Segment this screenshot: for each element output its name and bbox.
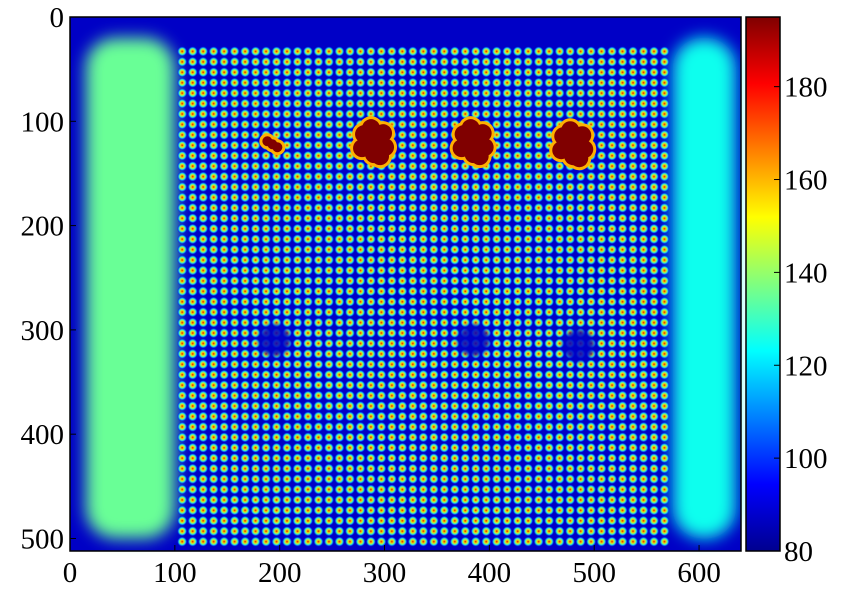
hotspot-4-core-8: [570, 149, 589, 168]
colorbar-tick-label-100: 100: [784, 443, 828, 475]
hotspot-2-core-8: [371, 147, 390, 166]
x-tick-label-100: 100: [153, 557, 197, 589]
darkspot-3: [562, 329, 595, 362]
dot-grid-region: [176, 46, 670, 547]
hotspot-4: [549, 118, 597, 171]
y-tick-label-500: 500: [21, 523, 65, 555]
y-tick-label-0: 0: [50, 2, 65, 34]
plot-frame: [69, 16, 742, 552]
hotspot-3-core-8: [470, 147, 489, 166]
x-tick-label-500: 500: [572, 557, 616, 589]
colorbar-tick-label-80: 80: [784, 536, 813, 568]
hotspot-1: [259, 133, 286, 156]
y-tick-label-400: 400: [21, 419, 65, 451]
colorbar-tick-label-180: 180: [784, 72, 828, 104]
hotspot-1-core-3: [272, 142, 283, 153]
x-tick-label-300: 300: [363, 557, 407, 589]
colorbar: 80 100 120 140 160 180: [745, 16, 828, 568]
y-tick-label-100: 100: [21, 106, 65, 138]
hotspot-1-core-2: [262, 136, 273, 147]
y-tick-label-200: 200: [21, 211, 65, 243]
left-band-region: [85, 37, 175, 539]
darkspot-1: [258, 324, 291, 357]
colorbar-bar: [745, 16, 781, 552]
plot-area: [69, 16, 742, 552]
x-axis: 0 100 200 300 400 500 600: [63, 545, 721, 589]
y-axis: 0 100 200 300 400 500: [21, 2, 76, 555]
colorbar-tick-label-140: 140: [784, 257, 828, 289]
x-tick-label-600: 600: [677, 557, 721, 589]
right-band-region: [672, 37, 736, 539]
darkspot-2: [457, 324, 490, 357]
x-tick-label-400: 400: [468, 557, 512, 589]
colorbar-tick-label-120: 120: [784, 350, 828, 382]
hotspot-3: [449, 116, 497, 169]
hotspot-2-core-7: [362, 119, 381, 138]
colorbar-tick-label-160: 160: [784, 165, 828, 197]
y-tick-label-300: 300: [21, 315, 65, 347]
hotspot-2: [350, 116, 398, 169]
hotspot-4-core-7: [561, 121, 580, 140]
hotspot-3-core-7: [461, 119, 480, 138]
x-tick-label-200: 200: [258, 557, 302, 589]
x-tick-label-0: 0: [63, 557, 78, 589]
